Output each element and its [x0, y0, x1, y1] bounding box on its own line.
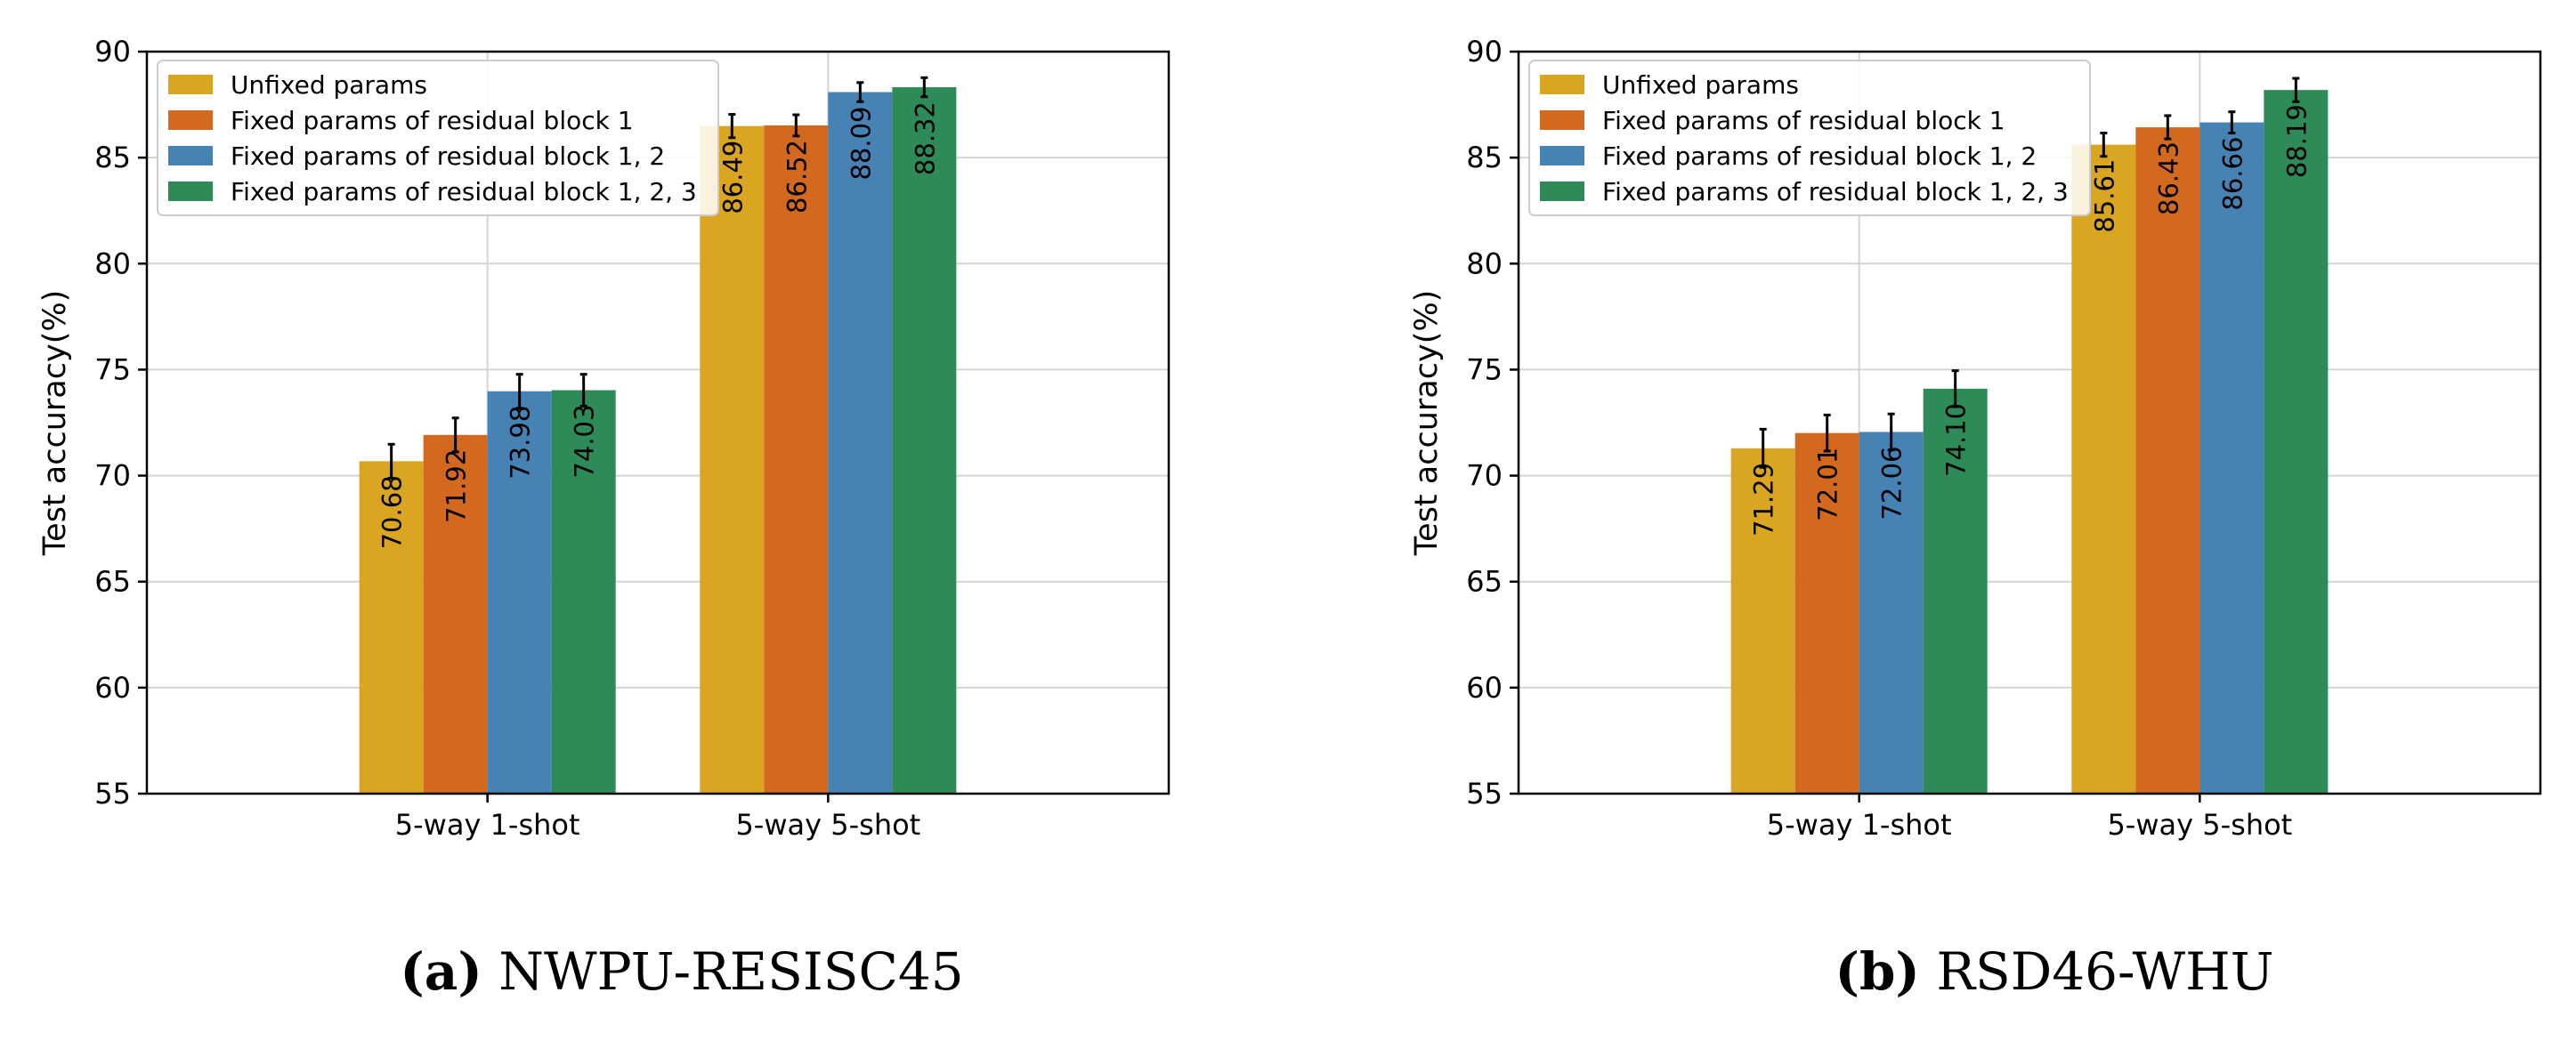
y-tick-label: 70	[1466, 459, 1503, 493]
y-tick-label: 85	[1466, 141, 1503, 174]
legend-label: Fixed params of residual block 1, 2, 3	[1602, 177, 2069, 206]
y-tick-label: 90	[94, 35, 131, 69]
x-tick-label: 5-way 5-shot	[2107, 808, 2292, 842]
bar	[1794, 432, 1859, 794]
y-tick-label: 80	[94, 246, 131, 280]
caption-space	[482, 941, 498, 1002]
legend-label: Unfixed params	[1602, 70, 1799, 100]
plot-frame	[145, 50, 1171, 795]
y-tick-label: 90	[1466, 35, 1503, 69]
legend-swatch	[168, 182, 213, 201]
legend-swatch	[1540, 182, 1584, 201]
bar	[423, 434, 488, 794]
legend-swatch	[168, 75, 213, 94]
bar	[487, 391, 552, 794]
legend-swatch	[1540, 146, 1584, 165]
y-tick-label: 60	[1466, 671, 1503, 705]
caption-title: NWPU-RESISC45	[498, 941, 963, 1002]
y-axis-label: Test accuracy(%)	[37, 290, 73, 557]
y-tick-label: 75	[1466, 352, 1503, 386]
bar-value-label: 86.49	[717, 141, 748, 214]
y-tick-label: 80	[1466, 246, 1503, 280]
legend-label: Fixed params of residual block 1, 2	[1602, 141, 2037, 171]
bar-value-label: 86.52	[782, 140, 812, 214]
bar	[828, 92, 893, 794]
caption-letter: (a)	[400, 941, 482, 1002]
bar-value-label: 72.06	[1877, 446, 1908, 520]
plot-frame	[1517, 50, 2542, 795]
x-tick-label: 5-way 5-shot	[735, 808, 920, 842]
y-tick-label: 70	[94, 459, 131, 493]
bar	[1923, 388, 1988, 794]
legend-swatch	[168, 110, 213, 130]
chart-nwpu-resisc45: 70.68 86.49 71.92 86.52 73.98 88.09 74.03 88.32…	[37, 35, 1171, 1002]
caption-letter: (b)	[1835, 941, 1919, 1002]
legend-label: Fixed params of residual block 1	[231, 106, 634, 135]
figure-caption: (a) NWPU-RESISC45	[400, 941, 963, 1002]
bar-value-label: 71.29	[1749, 463, 1779, 537]
legend-label: Fixed params of residual block 1, 2	[231, 141, 665, 171]
caption-space	[1920, 941, 1936, 1002]
bar	[2135, 127, 2200, 794]
y-tick-label: 65	[94, 565, 131, 599]
y-tick-label: 60	[94, 671, 131, 705]
legend-label: Fixed params of residual block 1	[1602, 106, 2005, 135]
bar-value-label: 72.01	[1813, 448, 1843, 521]
bar	[892, 87, 957, 795]
y-tick-label: 75	[94, 352, 131, 386]
bar	[551, 390, 616, 794]
legend-swatch	[168, 146, 213, 165]
legend-box	[1528, 60, 2091, 216]
legend-swatch	[1540, 110, 1584, 130]
legend-box	[157, 60, 719, 216]
bar-value-label: 88.32	[910, 101, 940, 175]
bar-value-label: 73.98	[506, 406, 536, 480]
bar-value-label: 88.19	[2281, 104, 2312, 178]
bar	[2264, 90, 2329, 795]
y-tick-label: 55	[94, 777, 131, 811]
bar-value-label: 70.68	[377, 475, 408, 549]
bar-value-label: 71.92	[441, 449, 472, 523]
legend-label: Fixed params of residual block 1, 2, 3	[231, 177, 697, 206]
bar-value-label: 74.03	[570, 405, 600, 479]
legend-swatch	[1540, 75, 1584, 94]
bar	[359, 461, 424, 794]
chart-rsd46-whu: 71.29 85.61 72.01 86.43 72.06 86.66 74.10 88.19…	[1409, 35, 2542, 1002]
bar	[2071, 144, 2136, 794]
y-axis-label: Test accuracy(%)	[1409, 290, 1445, 557]
caption-title: RSD46-WHU	[1936, 941, 2273, 1002]
x-tick-label: 5-way 1-shot	[395, 808, 580, 842]
y-tick-label: 55	[1466, 777, 1503, 811]
bar	[1859, 432, 1924, 794]
bar	[700, 125, 765, 794]
bar	[2199, 122, 2264, 795]
bar-value-label: 86.66	[2217, 137, 2248, 211]
figure-caption: (b) RSD46-WHU	[1835, 941, 2273, 1002]
y-tick-label: 65	[1466, 565, 1503, 599]
legend-label: Unfixed params	[231, 70, 427, 100]
bar-value-label: 85.61	[2089, 159, 2119, 233]
bar-value-label: 86.43	[2153, 141, 2183, 215]
bar-value-label: 88.09	[846, 107, 876, 181]
bar	[1730, 448, 1795, 794]
y-tick-label: 85	[94, 141, 131, 174]
bar-value-label: 74.10	[1941, 403, 1972, 477]
x-tick-label: 5-way 1-shot	[1767, 808, 1952, 842]
bar	[764, 125, 829, 794]
